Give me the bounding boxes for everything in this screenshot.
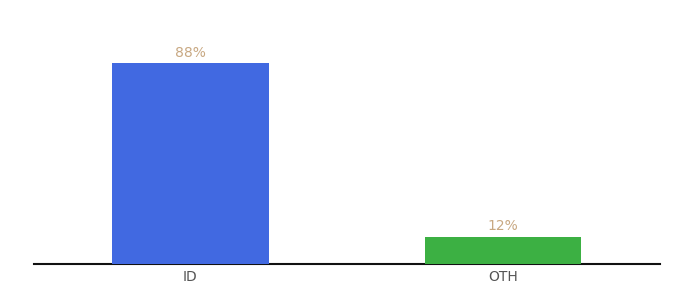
Text: 88%: 88% (175, 46, 206, 60)
Bar (112, 63, 269, 264)
Bar (425, 237, 581, 264)
Text: 12%: 12% (488, 219, 519, 233)
